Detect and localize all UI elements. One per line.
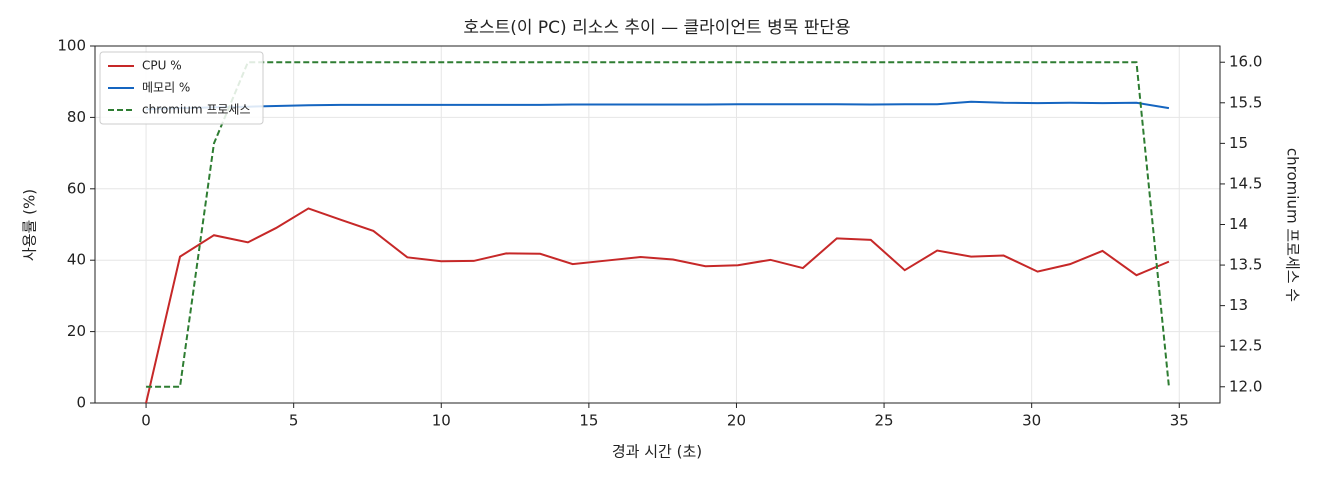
y2-tick-label: 13	[1229, 296, 1248, 314]
x-tick-label: 20	[727, 412, 746, 430]
legend-text: CPU %	[142, 59, 182, 73]
legend: CPU % 메모리 % chromium 프로세스	[99, 51, 264, 125]
y-tick-label: 60	[67, 179, 86, 197]
y-tick-label: 0	[76, 394, 86, 412]
x-tick-label: 30	[1022, 412, 1041, 430]
y2-tick-label: 16.0	[1229, 53, 1262, 71]
y-tick-label: 100	[57, 37, 86, 55]
x-tick-label: 15	[579, 412, 598, 430]
x-tick-label: 5	[289, 412, 299, 430]
x-tick-label: 0	[141, 412, 151, 430]
x-tick-label: 35	[1170, 412, 1189, 430]
chart-title: 호스트(이 PC) 리소스 추이 — 클라이언트 병목 판단용	[463, 18, 850, 38]
legend-box	[99, 51, 264, 125]
series-line	[145, 207, 1170, 404]
y2-tick-label: 12.5	[1229, 337, 1262, 355]
y2-axis-label: chromium 프로세스 수	[1284, 148, 1302, 302]
x-tick-label: 10	[432, 412, 451, 430]
legend-text: chromium 프로세스	[142, 103, 251, 117]
y-tick-label: 40	[67, 251, 86, 269]
x-axis-label: 경과 시간 (초)	[612, 443, 702, 461]
series-line	[146, 61, 1170, 388]
legend-text: 메모리 %	[142, 81, 190, 95]
y-tick-label: 80	[67, 108, 86, 126]
x-tick-label: 25	[875, 412, 894, 430]
y2-tick-label: 15.5	[1229, 93, 1262, 111]
y2-tick-label: 13.5	[1229, 256, 1262, 274]
plot-frame	[94, 45, 1221, 404]
y2-tick-label: 14	[1229, 215, 1248, 233]
y-tick-label: 20	[67, 322, 86, 340]
y2-tick-label: 15	[1229, 134, 1248, 152]
y2-tick-label: 12.0	[1229, 377, 1262, 395]
y2-tick-label: 14.5	[1229, 174, 1262, 192]
y-axis-label: 사용률 (%)	[21, 189, 39, 261]
series-line	[146, 100, 1170, 111]
